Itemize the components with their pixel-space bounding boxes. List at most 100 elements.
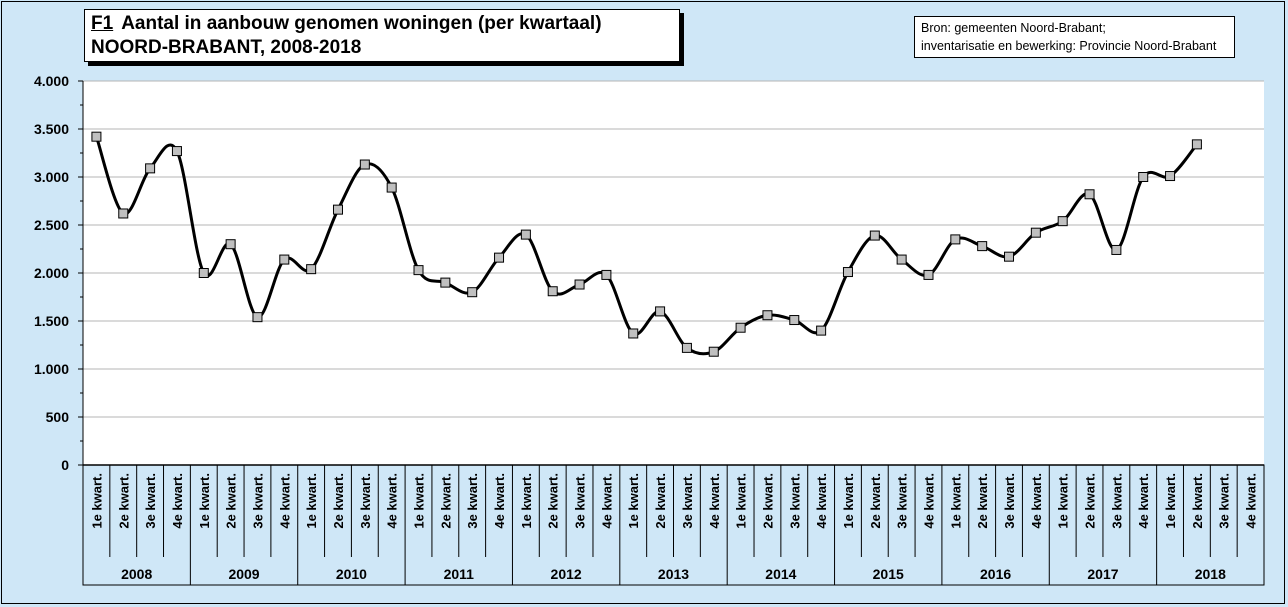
quarter-label: 3e kwart. [787,473,802,529]
year-label: 2010 [336,566,367,582]
chart-title-box: F1 Aantal in aanbouw genomen woningen (pe… [84,9,680,62]
source-line-1: Bron: gemeenten Noord-Brabant; [921,21,1106,35]
data-point [708,346,719,357]
quarter-label: 3e kwart. [573,473,588,529]
y-axis: 0 500 1.000 1.500 2.000 2.500 3.000 3.500 4.000 [34,73,84,473]
year-label: 2015 [873,566,904,582]
quarter-label: 4e kwart. [921,473,936,529]
source-note: Bron: gemeenten Noord-Brabant; inventari… [914,16,1235,58]
quarter-label: 4e kwart. [1136,473,1151,529]
quarter-label: 3e kwart. [1217,473,1232,529]
data-point [655,306,666,317]
data-point [762,310,773,321]
year-label: 2012 [551,566,582,582]
data-point [574,279,585,290]
quarter-label: 4e kwart. [492,473,507,529]
data-point [225,239,236,250]
quarter-label: 2e kwart. [1190,473,1205,529]
quarter-label: 3e kwart. [1002,473,1017,529]
data-point [923,269,934,280]
quarter-label: 2e kwart. [331,473,346,529]
quarter-label: 1e kwart. [734,473,749,529]
quarter-label: 3e kwart. [358,473,373,529]
quarter-label: 3e kwart. [1109,473,1124,529]
year-label: 2013 [658,566,689,582]
year-label: 2011 [444,566,475,582]
data-point [735,322,746,333]
data-point [628,328,639,339]
quarter-label: 1e kwart. [1056,473,1071,529]
y-tick-label: 3.000 [34,169,69,185]
data-point [118,208,129,219]
data-point [869,230,880,241]
quarter-label: 2e kwart. [1083,473,1098,529]
quarter-label: 4e kwart. [1244,473,1259,529]
data-point [252,312,263,323]
y-tick-label: 4.000 [34,73,69,89]
year-label: 2009 [228,566,259,582]
data-point [601,269,612,280]
y-tick-label: 0 [61,457,69,473]
data-point [359,159,370,170]
quarter-label: 2e kwart. [653,473,668,529]
quarter-label: 1e kwart. [519,473,534,529]
quarter-label: 1e kwart. [1163,473,1178,529]
quarter-label: 4e kwart. [707,473,722,529]
quarter-label: 4e kwart. [385,473,400,529]
data-point [1057,216,1068,227]
year-label: 2014 [765,566,796,582]
quarter-label: 2e kwart. [868,473,883,529]
data-point [681,342,692,353]
data-point [332,204,343,215]
quarter-label: 4e kwart. [599,473,614,529]
data-point [1111,244,1122,255]
data-point [1084,189,1095,200]
data-point [171,146,182,157]
quarter-label: 3e kwart. [143,473,158,529]
data-point [198,268,209,278]
quarter-label: 1e kwart. [412,473,427,529]
data-point [1030,227,1041,238]
y-tick-label: 1.500 [34,313,69,329]
quarter-label: 4e kwart. [1029,473,1044,529]
data-point [1138,172,1149,182]
quarter-label: 3e kwart. [680,473,695,529]
quarter-label: 2e kwart. [975,473,990,529]
data-point [1004,251,1015,262]
data-point [91,131,102,142]
figure-code: F1 [91,13,114,34]
quarter-label: 2e kwart. [224,473,239,529]
quarter-label: 1e kwart. [197,473,212,529]
data-point [896,254,907,265]
data-point [520,229,531,240]
y-tick-label: 2.500 [34,217,69,233]
quarter-label: 2e kwart. [116,473,131,529]
data-point [467,287,478,298]
data-point [950,234,961,245]
quarter-label: 2e kwart. [546,473,561,529]
year-label: 2016 [980,566,1011,582]
quarter-label: 2e kwart. [438,473,453,529]
quarter-label: 2e kwart. [760,473,775,529]
data-point [1191,139,1202,150]
quarter-label: 1e kwart. [841,473,856,529]
year-label: 2017 [1087,566,1118,582]
quarter-label: 3e kwart. [465,473,480,529]
data-point [279,254,290,265]
quarter-label: 3e kwart. [895,473,910,529]
data-point [440,277,451,288]
data-point [977,241,988,252]
y-tick-label: 500 [46,409,70,425]
source-line-2: inventarisatie en bewerking: Provincie N… [921,39,1217,53]
data-point [547,286,558,297]
year-label: 2018 [1195,566,1226,582]
data-point [306,264,317,275]
data-point [816,325,827,336]
y-tick-label: 1.000 [34,361,69,377]
quarter-label: 1e kwart. [89,473,104,529]
chart-subtitle: NOORD-BRABANT, 2008-2018 [91,37,362,58]
data-point [413,265,424,276]
data-point [789,315,800,326]
data-point [386,182,397,193]
